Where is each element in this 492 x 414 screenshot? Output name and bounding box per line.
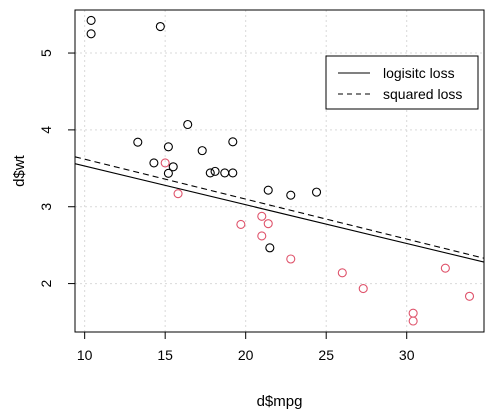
point-black [168, 162, 178, 172]
legend: logisitc loss squared loss [325, 55, 479, 110]
point-red [464, 291, 475, 301]
point-red [263, 219, 273, 229]
x-tick-label: 10 [77, 347, 93, 363]
point-black [263, 185, 273, 195]
x-tick-label: 20 [238, 347, 254, 363]
point-black [228, 168, 238, 178]
fit-lines [74, 156, 485, 263]
point-black [228, 137, 238, 147]
point-red [286, 254, 296, 264]
squared-loss-line [74, 156, 485, 259]
point-black [197, 146, 207, 156]
point-black [149, 158, 159, 168]
logistic-loss-line [74, 163, 485, 263]
point-red [440, 263, 450, 273]
point-black [265, 243, 275, 253]
y-tick-label: 2 [38, 279, 54, 287]
legend-label-logistic: logisitc loss [383, 65, 455, 81]
point-black [183, 119, 193, 130]
plot-frame [74, 9, 485, 333]
point-red [408, 316, 418, 326]
y-tick-label: 3 [38, 203, 54, 211]
point-red [358, 284, 368, 294]
point-black [210, 166, 220, 176]
point-black [133, 137, 143, 147]
x-tick-label: 25 [318, 347, 334, 363]
point-red [160, 158, 170, 168]
y-axis: 2 3 4 5 [38, 49, 75, 287]
point-black [163, 142, 173, 152]
point-red [257, 211, 267, 221]
point-black [86, 29, 96, 39]
point-red [173, 189, 183, 199]
legend-label-squared: squared loss [383, 86, 462, 102]
point-red [236, 219, 246, 229]
point-black [311, 187, 322, 197]
point-black [86, 15, 96, 26]
data-points [86, 15, 475, 326]
point-red [337, 268, 347, 278]
point-red [408, 308, 418, 318]
point-black [155, 21, 165, 32]
legend-box [325, 55, 479, 110]
x-axis: 10 15 20 25 30 [77, 332, 415, 363]
point-black [205, 168, 215, 178]
point-red [257, 231, 267, 241]
point-black [286, 190, 296, 200]
point-black [220, 168, 230, 178]
y-tick-label: 4 [38, 126, 54, 134]
x-axis-title: d$mpg [257, 393, 303, 410]
point-black [163, 168, 173, 178]
y-axis-title: d$wt [11, 154, 28, 187]
y-tick-label: 5 [38, 49, 54, 57]
x-tick-label: 30 [399, 347, 415, 363]
x-tick-label: 15 [157, 347, 173, 363]
